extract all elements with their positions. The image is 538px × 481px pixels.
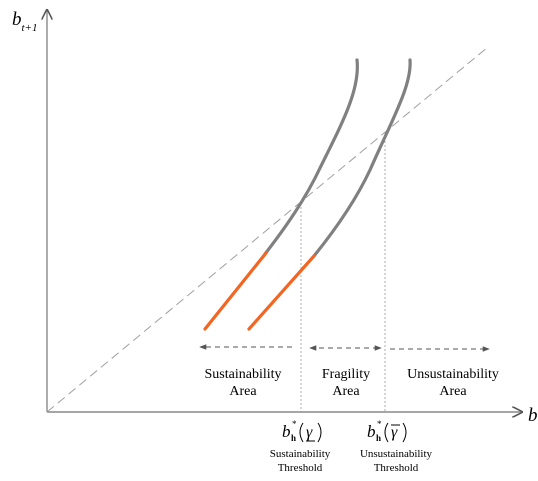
sustainability-threshold-label-line1: Sustainability — [270, 448, 331, 460]
threshold-1-symbol: b — [282, 422, 291, 441]
threshold-1-subscript: h — [291, 433, 296, 443]
threshold-1-argument: γ — [306, 424, 313, 441]
fragility-area-label-line2: Area — [332, 384, 360, 399]
threshold-2-argument: γ — [391, 424, 398, 441]
left-curve-highlight — [203, 251, 268, 331]
threshold-2-superscript: * — [377, 419, 382, 429]
unsustainability-threshold-label-line1: Unsustainability — [360, 448, 433, 460]
unsustainability-area-label-line2: Area — [439, 384, 467, 399]
unsustainability-threshold-label-line2: Threshold — [374, 462, 419, 474]
threshold-2-subscript: h — [376, 433, 381, 443]
fragility-area-label-line1: Fragility — [322, 367, 370, 382]
threshold-2-symbol: b — [367, 422, 376, 441]
right-curve — [312, 58, 412, 258]
y-axis-label-main: b — [12, 9, 22, 30]
y-axis-label: bt+1 — [12, 9, 37, 34]
threshold-1-superscript: * — [292, 419, 297, 429]
unsustainability-area-label-line1: Unsustainability — [407, 367, 499, 382]
left-curve — [263, 58, 359, 256]
threshold-2-right-paren — [402, 422, 407, 443]
threshold-2-left-paren — [384, 422, 389, 443]
y-axis-label-sub: t+1 — [22, 22, 38, 34]
threshold-1-right-paren — [317, 422, 322, 443]
threshold-1-left-paren — [299, 422, 304, 443]
right-curve-highlight — [247, 254, 316, 331]
unsustainability-threshold-formula: b * h γ — [367, 419, 407, 443]
sustainability-area-label-line2: Area — [229, 384, 257, 399]
forty-five-degree-line — [46, 46, 489, 413]
sustainability-threshold-label-line2: Threshold — [278, 462, 323, 474]
sustainability-threshold-formula: b * h γ — [282, 419, 322, 443]
x-axis-label: b — [528, 405, 538, 426]
sustainability-area-label-line1: Sustainability — [205, 367, 282, 382]
